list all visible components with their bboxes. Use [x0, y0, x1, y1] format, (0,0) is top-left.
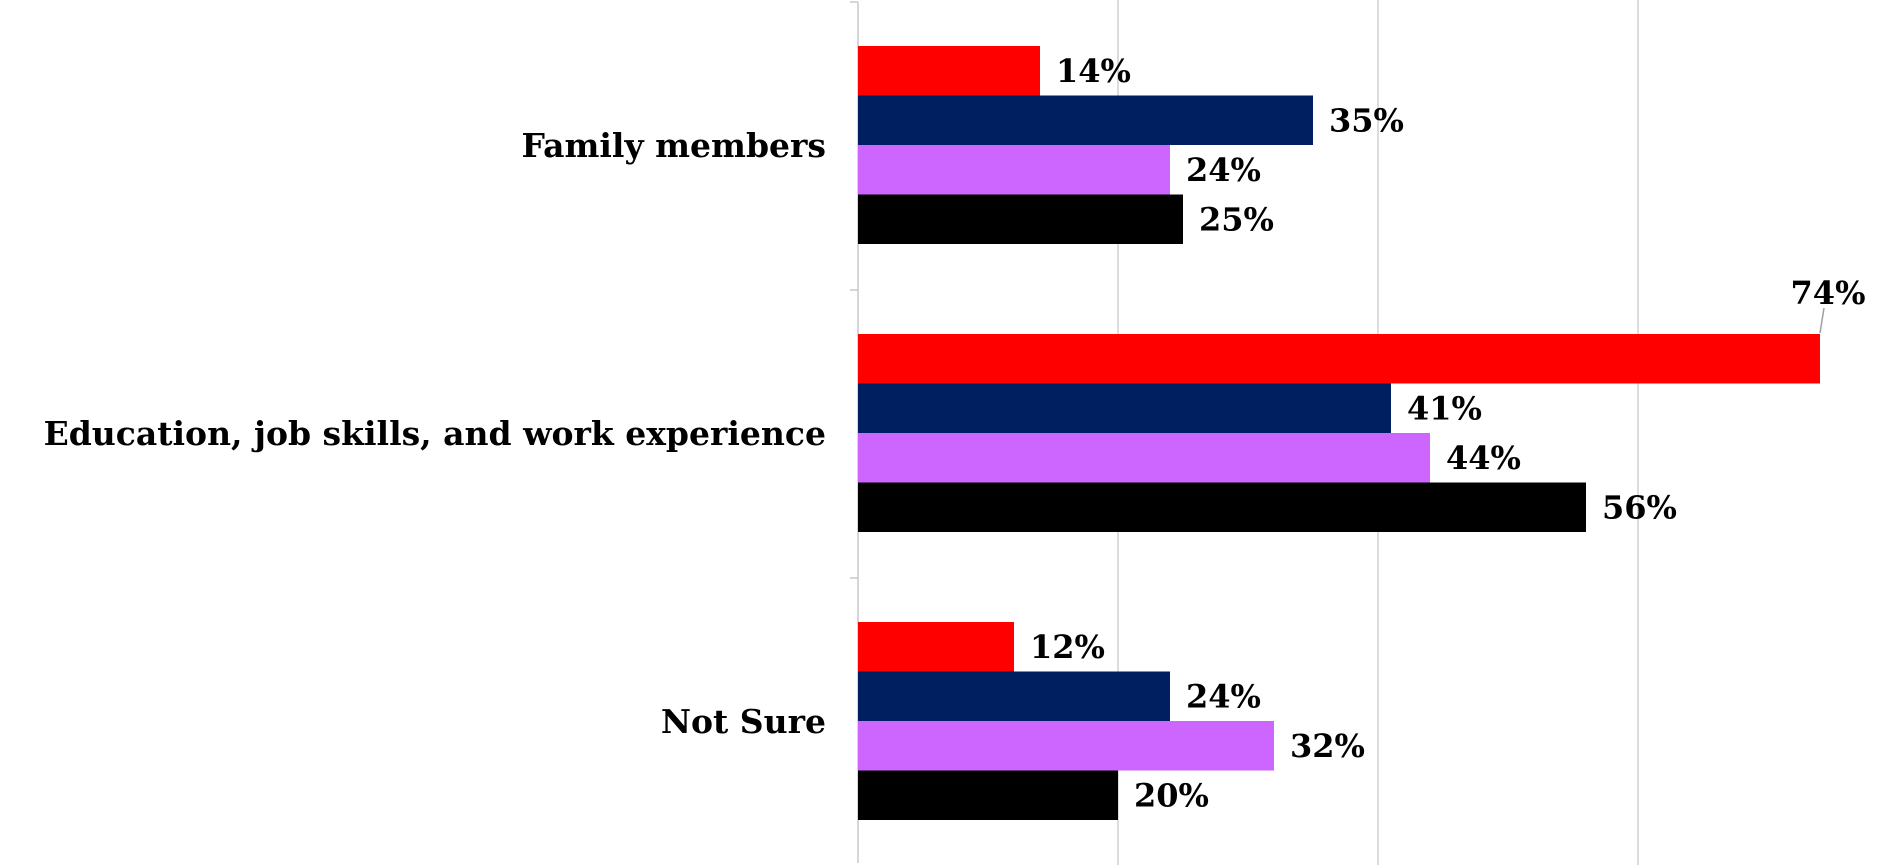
data-label: 14%	[1056, 52, 1131, 90]
bar	[858, 482, 1586, 532]
data-label: 41%	[1407, 389, 1482, 427]
category-labels: Family members Education, job skills, and…	[44, 126, 826, 741]
bar	[858, 95, 1313, 145]
category-axis	[850, 1, 859, 863]
bar	[858, 383, 1391, 433]
bars	[858, 46, 1820, 820]
bar	[858, 194, 1183, 244]
data-label: 12%	[1030, 628, 1105, 666]
label-leader-line	[1819, 307, 1825, 334]
data-label: 24%	[1186, 677, 1261, 715]
bar	[858, 622, 1014, 672]
bar	[858, 334, 1820, 384]
bar	[858, 433, 1430, 483]
bar	[858, 671, 1170, 721]
data-label: 32%	[1290, 727, 1365, 765]
data-label: 24%	[1186, 151, 1261, 189]
bar	[858, 145, 1170, 195]
bar	[858, 770, 1118, 820]
category-label: Family members	[521, 126, 826, 165]
data-label: 20%	[1134, 776, 1209, 814]
category-label: Not Sure	[661, 702, 826, 741]
data-labels: 14% 35% 24% 25% 74% 41% 44% 56% 12% 24% 32% 20%	[1030, 52, 1865, 815]
data-label: 44%	[1446, 439, 1521, 477]
category-label: Education, job skills, and work experien…	[44, 414, 826, 453]
data-label: 25%	[1199, 200, 1274, 238]
bar	[858, 46, 1040, 96]
bar	[858, 721, 1274, 771]
data-label: 35%	[1329, 101, 1404, 139]
data-label: 74%	[1791, 274, 1866, 312]
data-label: 56%	[1602, 488, 1677, 526]
